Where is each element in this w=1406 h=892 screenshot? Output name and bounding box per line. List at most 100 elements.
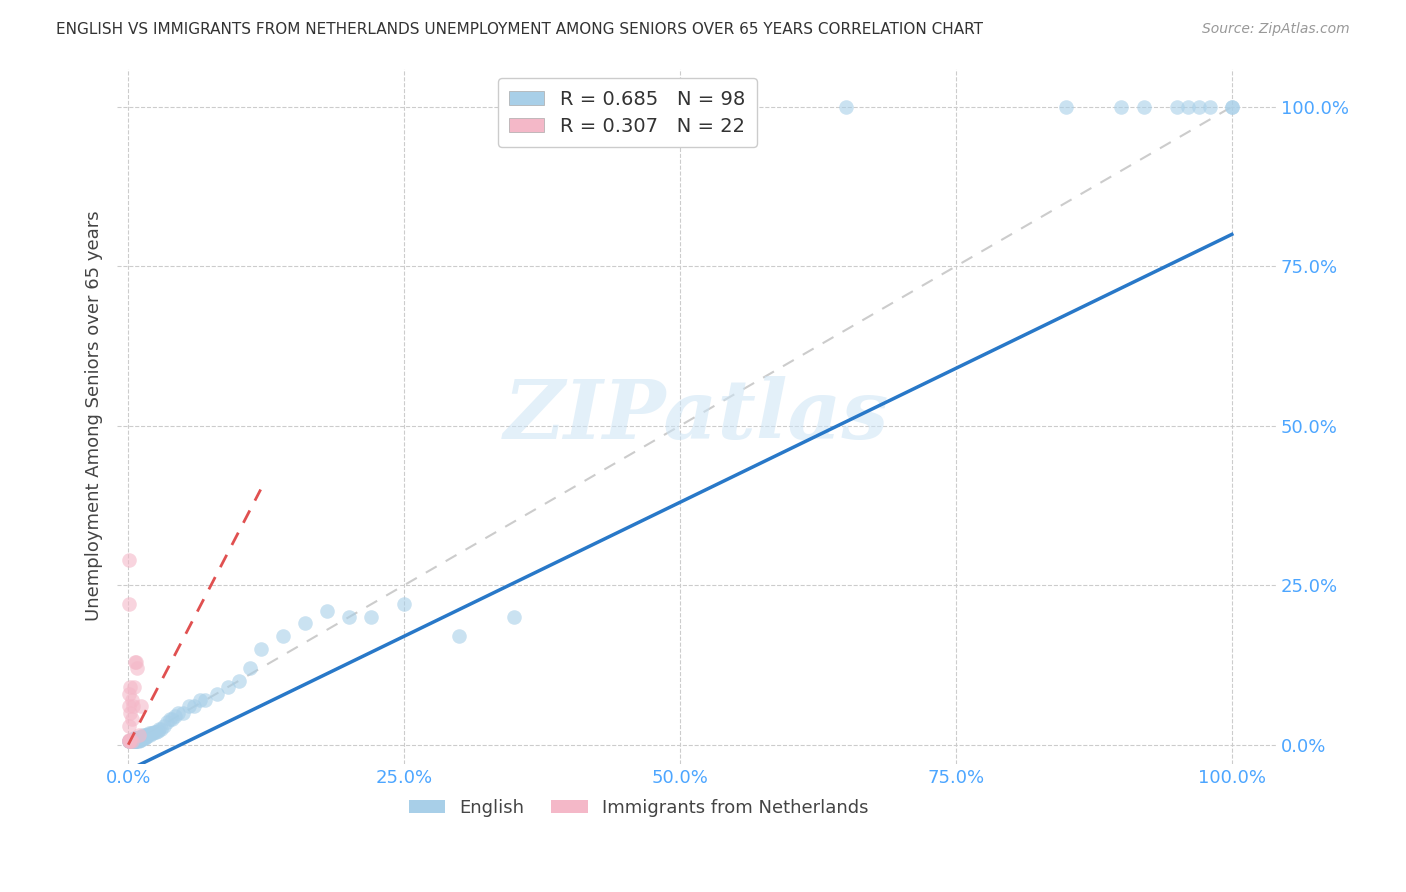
Point	[135, 730, 157, 744]
Point	[142, 725, 165, 739]
Point	[128, 728, 150, 742]
Point	[122, 731, 145, 746]
Point	[138, 726, 160, 740]
Point	[120, 734, 142, 748]
Point	[118, 734, 141, 748]
Point	[148, 722, 170, 736]
Point	[503, 610, 526, 624]
Point	[127, 731, 149, 746]
Point	[145, 725, 167, 739]
Point	[188, 693, 211, 707]
Point	[139, 728, 162, 742]
Point	[131, 699, 153, 714]
Point	[449, 629, 471, 643]
Point	[128, 732, 150, 747]
Y-axis label: Unemployment Among Seniors over 65 years: Unemployment Among Seniors over 65 years	[86, 211, 103, 622]
Point	[127, 732, 149, 747]
Point	[315, 604, 337, 618]
Point	[177, 699, 200, 714]
Point	[121, 734, 143, 748]
Point	[1220, 100, 1243, 114]
Point	[124, 734, 146, 748]
Point	[1054, 100, 1077, 114]
Point	[128, 730, 150, 744]
Point	[120, 734, 142, 748]
Point	[118, 552, 141, 566]
Point	[124, 731, 146, 746]
Text: Source: ZipAtlas.com: Source: ZipAtlas.com	[1202, 22, 1350, 37]
Point	[121, 732, 143, 747]
Point	[834, 100, 856, 114]
Point	[162, 712, 184, 726]
Point	[131, 731, 153, 746]
Point	[1198, 100, 1220, 114]
Point	[125, 655, 148, 669]
Point	[118, 734, 141, 748]
Point	[120, 734, 142, 748]
Point	[150, 722, 173, 736]
Point	[120, 734, 142, 748]
Point	[122, 734, 145, 748]
Point	[118, 718, 141, 732]
Point	[120, 734, 142, 748]
Point	[183, 699, 205, 714]
Point	[125, 734, 148, 748]
Point	[141, 726, 163, 740]
Point	[122, 680, 145, 694]
Point	[122, 734, 145, 748]
Point	[1220, 100, 1243, 114]
Text: ZIPatlas: ZIPatlas	[503, 376, 890, 456]
Point	[118, 734, 141, 748]
Point	[205, 687, 228, 701]
Point	[1177, 100, 1199, 114]
Point	[159, 712, 181, 726]
Point	[129, 732, 152, 747]
Point	[121, 734, 143, 748]
Point	[120, 734, 142, 748]
Point	[121, 734, 143, 748]
Point	[392, 598, 415, 612]
Point	[1132, 100, 1154, 114]
Point	[121, 734, 143, 748]
Point	[271, 629, 294, 643]
Point	[122, 732, 145, 747]
Point	[131, 732, 153, 747]
Point	[228, 673, 250, 688]
Point	[134, 731, 156, 746]
Point	[239, 661, 262, 675]
Point	[118, 734, 141, 748]
Point	[134, 728, 156, 742]
Point	[194, 693, 217, 707]
Point	[125, 734, 148, 748]
Point	[125, 731, 148, 746]
Point	[120, 734, 142, 748]
Point	[125, 734, 148, 748]
Point	[360, 610, 382, 624]
Point	[172, 706, 194, 720]
Point	[1188, 100, 1211, 114]
Point	[337, 610, 360, 624]
Point	[1111, 100, 1133, 114]
Point	[132, 731, 155, 746]
Point	[131, 730, 153, 744]
Point	[128, 734, 150, 748]
Point	[118, 687, 141, 701]
Point	[125, 732, 148, 747]
Point	[118, 732, 141, 747]
Point	[118, 699, 141, 714]
Point	[125, 731, 148, 746]
Point	[121, 699, 143, 714]
Point	[1166, 100, 1188, 114]
Point	[121, 734, 143, 748]
Point	[294, 616, 316, 631]
Text: ENGLISH VS IMMIGRANTS FROM NETHERLANDS UNEMPLOYMENT AMONG SENIORS OVER 65 YEARS : ENGLISH VS IMMIGRANTS FROM NETHERLANDS U…	[56, 22, 983, 37]
Point	[118, 734, 141, 748]
Point	[122, 734, 145, 748]
Point	[141, 726, 163, 740]
Point	[249, 642, 271, 657]
Point	[121, 712, 143, 726]
Point	[124, 734, 146, 748]
Point	[156, 715, 179, 730]
Point	[124, 655, 146, 669]
Point	[121, 734, 143, 748]
